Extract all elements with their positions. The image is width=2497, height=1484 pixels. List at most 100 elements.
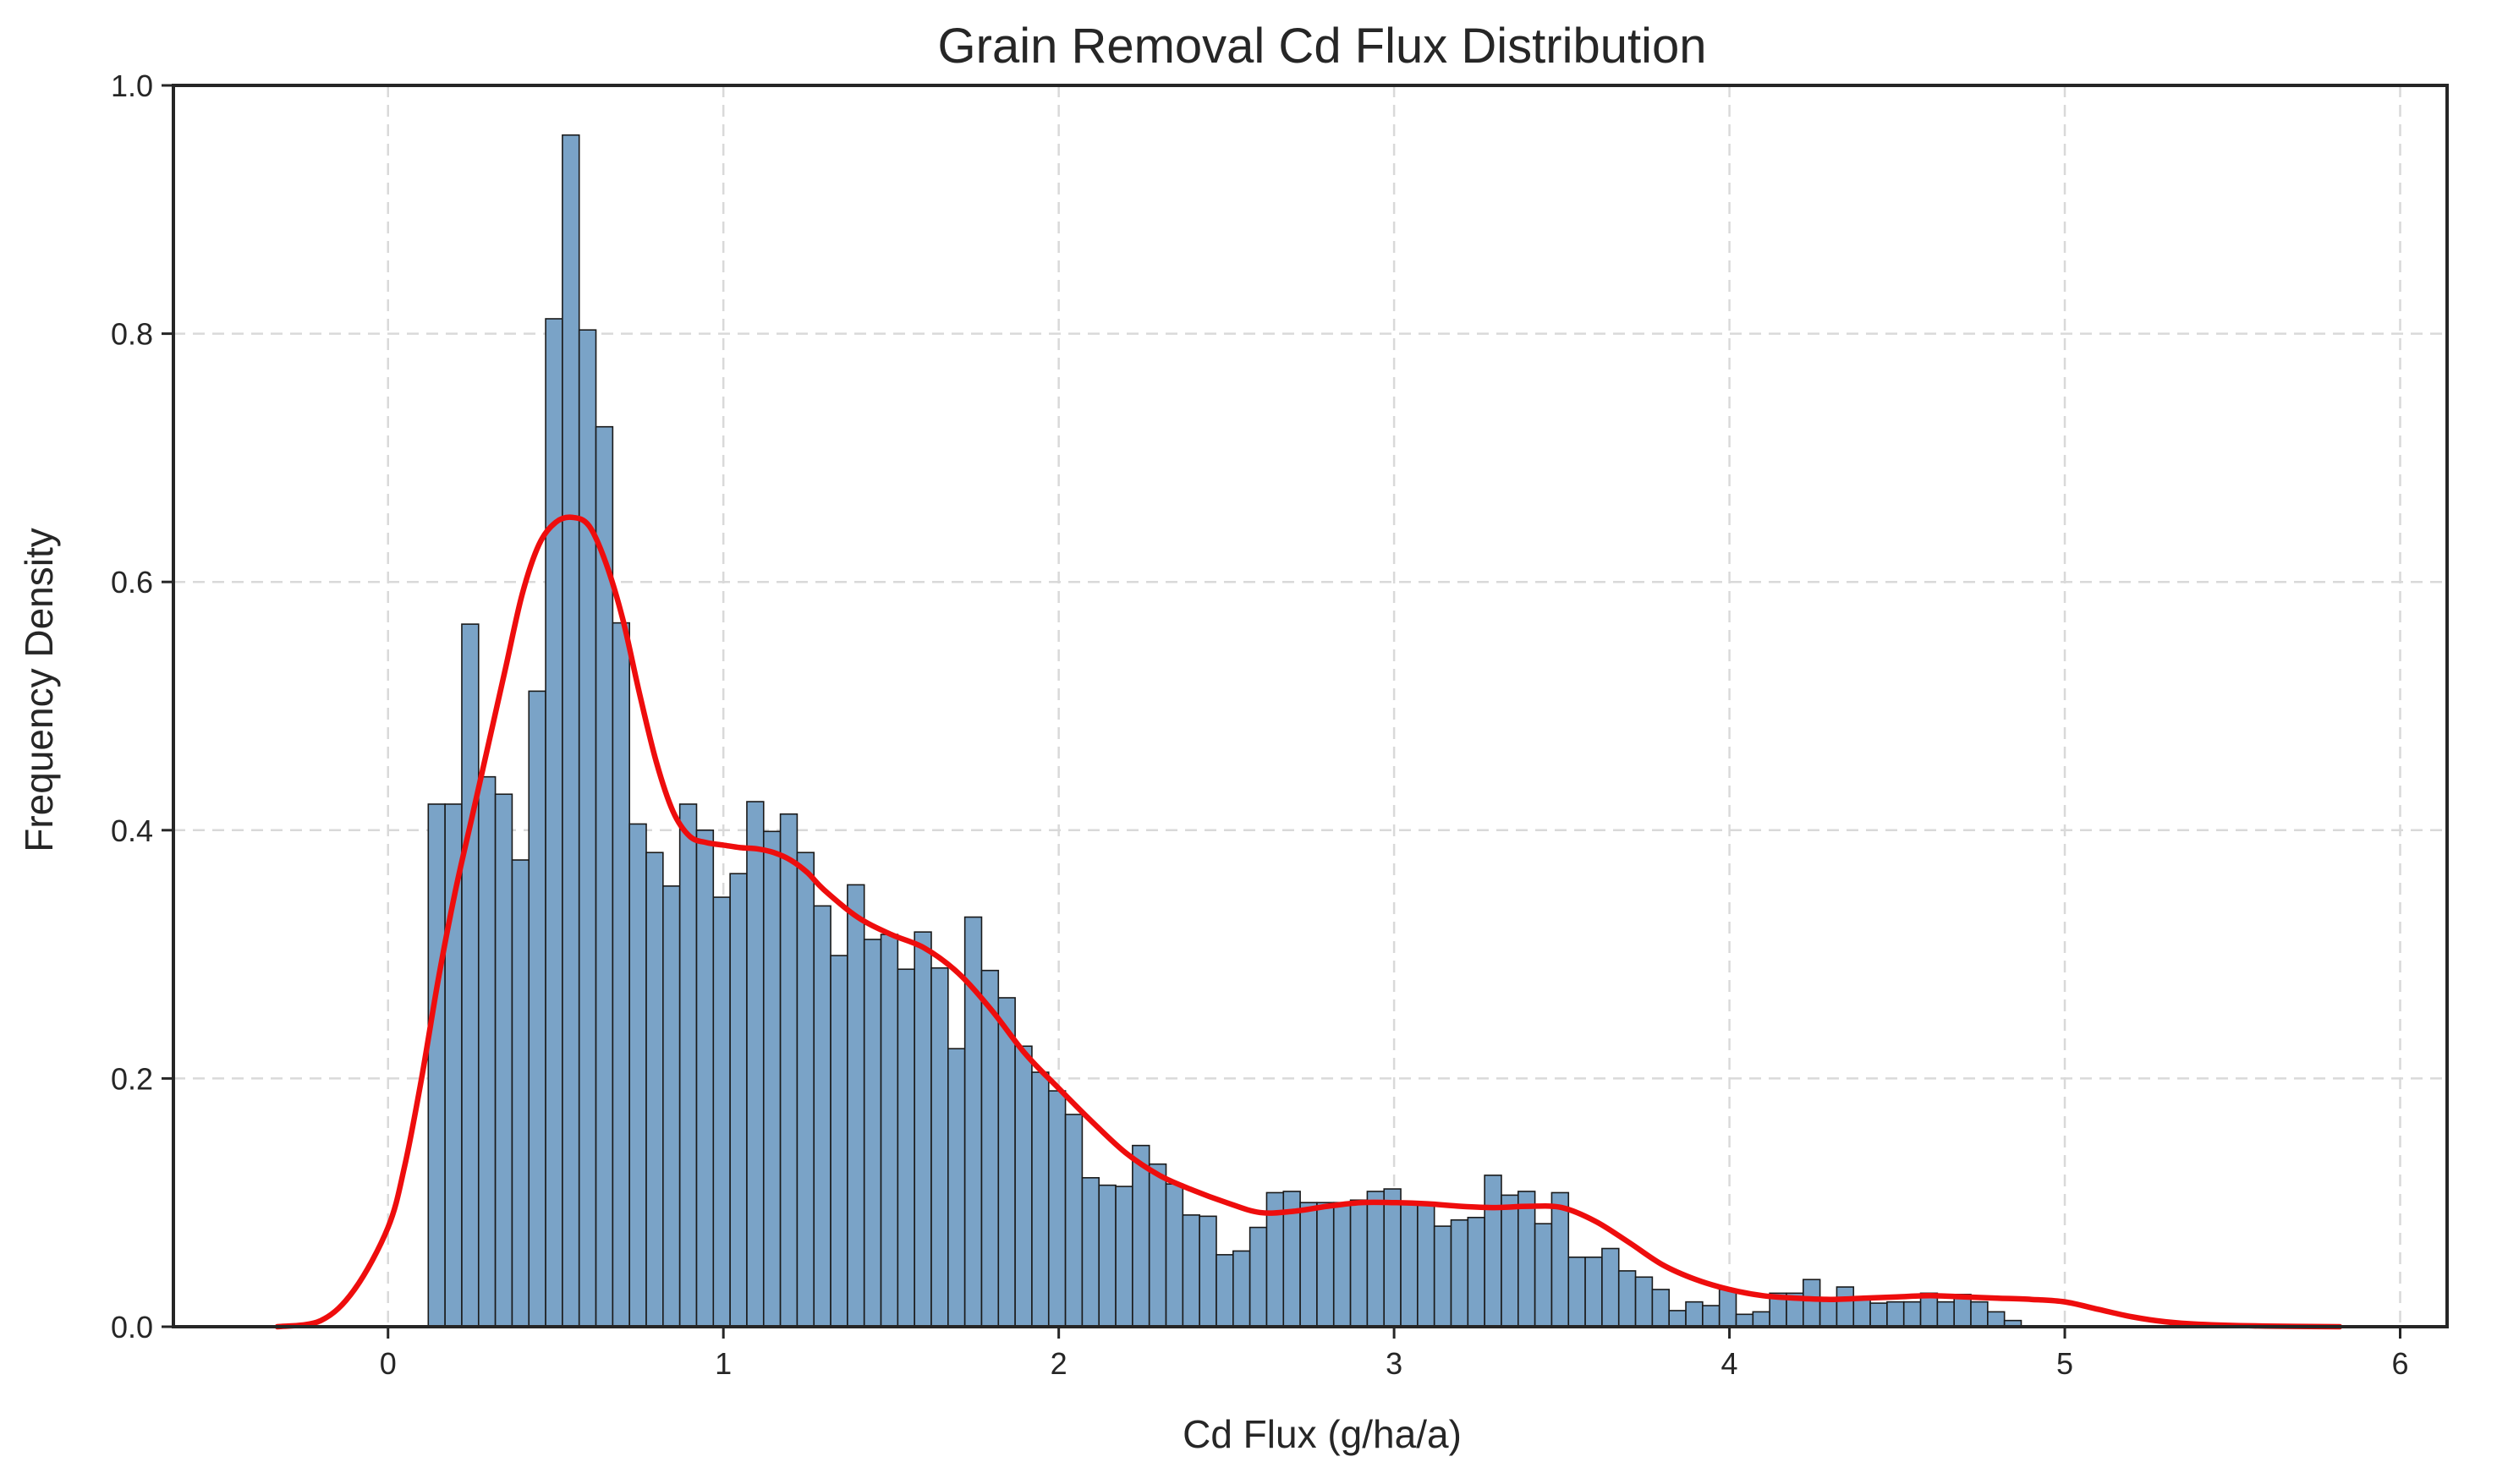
y-tick-label: 0.6 <box>111 565 153 600</box>
histogram-bar <box>930 967 949 1328</box>
histogram-bar <box>1232 1250 1251 1328</box>
histogram-bar <box>1299 1202 1318 1328</box>
histogram-bar <box>847 884 865 1328</box>
histogram-bar <box>712 896 731 1328</box>
plot-frame <box>172 84 2449 1328</box>
histogram-bar <box>1802 1279 1821 1328</box>
histogram-bar <box>914 931 932 1328</box>
histogram-bar <box>1417 1202 1435 1328</box>
histogram-bar <box>1601 1247 1620 1328</box>
histogram-bar <box>1332 1202 1352 1328</box>
histogram-bar <box>612 622 630 1328</box>
y-tick-label: 1.0 <box>111 68 153 103</box>
kde-line-0 <box>274 514 2343 1330</box>
histogram-bar <box>779 813 798 1328</box>
histogram-bar <box>678 803 698 1328</box>
histogram-bar <box>427 803 446 1328</box>
histogram-bar <box>1550 1191 1570 1328</box>
histogram-bar <box>1400 1202 1419 1328</box>
histogram-bar <box>1517 1191 1536 1328</box>
histogram-bar <box>1501 1194 1519 1328</box>
y-tick-label: 0.2 <box>111 1061 153 1096</box>
x-axis-label: Cd Flux (g/ha/a) <box>1183 1412 1462 1456</box>
histogram-bar <box>1248 1226 1268 1328</box>
histogram-bar <box>1886 1301 1905 1328</box>
histogram-bar <box>1064 1114 1084 1328</box>
x-tick-label: 0 <box>380 1346 397 1381</box>
histogram-bar <box>1819 1297 1838 1328</box>
histogram-bar <box>1567 1256 1586 1328</box>
histogram-bar <box>645 852 664 1328</box>
histogram-bar <box>1584 1256 1603 1328</box>
histogram-bar <box>1450 1218 1469 1328</box>
histogram-bar <box>1702 1305 1720 1328</box>
chart-title: Grain Removal Cd Flux Distribution <box>938 19 1707 74</box>
x-tick-label: 4 <box>1721 1346 1738 1381</box>
histogram-bar <box>1970 1301 1989 1328</box>
histogram-bar <box>1634 1276 1654 1328</box>
histogram-bar <box>1651 1289 1671 1328</box>
histogram-bar <box>830 955 848 1328</box>
histogram-bar <box>1735 1313 1754 1328</box>
histogram-bar <box>578 329 597 1328</box>
histogram-bar <box>880 934 899 1328</box>
histogram-bar <box>1132 1144 1150 1328</box>
histogram-bar <box>1836 1286 1855 1328</box>
histogram-bar <box>461 623 480 1328</box>
histogram-bar <box>1617 1270 1637 1328</box>
y-tick-label: 0.8 <box>111 317 153 352</box>
histogram-bar <box>1148 1163 1167 1328</box>
histogram-bar <box>1316 1202 1335 1328</box>
histogram-bar <box>997 997 1016 1328</box>
histogram-bar <box>1031 1071 1050 1328</box>
histogram-bar <box>1685 1301 1704 1328</box>
histogram-bar <box>1383 1188 1402 1328</box>
histogram-bar <box>1752 1311 1770 1328</box>
histogram-bar <box>1182 1214 1200 1328</box>
histogram-bar <box>980 969 1000 1328</box>
histogram-bar <box>545 318 563 1328</box>
histogram-bar <box>528 690 546 1328</box>
histogram-bar <box>628 823 647 1328</box>
histogram-bar <box>511 859 530 1328</box>
histogram-bar <box>1534 1223 1553 1328</box>
x-tick-label: 1 <box>715 1346 732 1381</box>
histogram-bar <box>494 793 513 1328</box>
histogram-bar <box>1718 1289 1737 1328</box>
histogram-bar <box>1081 1177 1100 1328</box>
histogram-bar <box>813 905 831 1328</box>
histogram-bar <box>729 873 748 1328</box>
histogram-bar <box>947 1048 966 1328</box>
kde-curve <box>274 514 2343 1330</box>
histogram-bar <box>1014 1045 1033 1328</box>
histogram-bar <box>897 968 915 1328</box>
histogram-bar <box>1936 1301 1956 1328</box>
histogram-bar <box>1987 1311 2006 1328</box>
histogram-bar <box>1165 1183 1184 1328</box>
histogram-bar <box>762 830 782 1328</box>
x-tick-label: 5 <box>2056 1346 2073 1381</box>
histogram-bar <box>562 134 580 1328</box>
histogram-bar <box>477 775 497 1328</box>
histogram-bar <box>796 852 815 1328</box>
histogram-bar <box>1852 1298 1871 1328</box>
histogram-bars <box>427 134 2022 1328</box>
histogram-bar <box>1902 1301 1922 1328</box>
x-tick-label: 6 <box>2391 1346 2408 1381</box>
histogram-bar <box>1115 1186 1133 1328</box>
histogram-bar <box>1433 1225 1452 1328</box>
histogram-bar <box>1366 1191 1386 1328</box>
axis-ticks: 0 1 2 3 4 5 6 0.0 0.2 0.4 0.6 0.8 1.0 <box>111 68 2409 1381</box>
histogram-bar <box>746 801 765 1328</box>
histogram-bar <box>1047 1090 1067 1328</box>
histogram-bar <box>1349 1199 1369 1328</box>
histogram-bar <box>1467 1217 1485 1328</box>
y-axis-label: Frequency Density <box>17 528 61 852</box>
histogram-bar <box>1668 1310 1687 1328</box>
histogram-bar <box>1098 1184 1117 1328</box>
histogram-bar <box>662 885 681 1328</box>
histogram-bar <box>863 939 882 1328</box>
histogram-bar <box>1199 1215 1217 1328</box>
